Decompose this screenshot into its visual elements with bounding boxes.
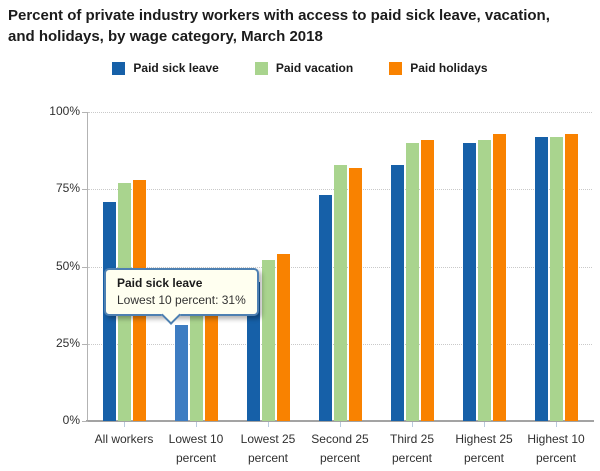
tooltip-series-name: Paid sick leave bbox=[117, 276, 203, 290]
legend-label: Paid sick leave bbox=[133, 61, 219, 75]
legend-label: Paid holidays bbox=[410, 61, 488, 75]
bar[interactable] bbox=[492, 133, 506, 421]
gridline-100 bbox=[88, 112, 592, 113]
x-axis-category-label: Highest 10 percent bbox=[527, 432, 585, 465]
y-axis-tick bbox=[82, 266, 88, 268]
bar[interactable] bbox=[549, 136, 563, 421]
y-axis-label: 50% bbox=[55, 258, 80, 273]
legend-item-paid-holidays[interactable]: Paid holidays bbox=[389, 61, 488, 75]
bar[interactable] bbox=[189, 297, 203, 421]
y-axis-tick bbox=[82, 343, 88, 345]
bar[interactable] bbox=[420, 139, 434, 421]
x-axis-tick bbox=[556, 422, 557, 427]
legend-item-paid-sick-leave[interactable]: Paid sick leave bbox=[112, 61, 219, 75]
plot-area: 100% 75% 50% 25% 0% All workers Lowest 10 perc… bbox=[0, 100, 600, 471]
bar[interactable] bbox=[477, 139, 491, 421]
x-axis-tick bbox=[340, 422, 341, 427]
bar[interactable] bbox=[534, 136, 548, 421]
tooltip-pointer-icon bbox=[161, 305, 181, 325]
bar[interactable] bbox=[276, 254, 290, 421]
legend-swatch-orange-icon bbox=[389, 61, 403, 75]
y-axis-label: 0% bbox=[62, 413, 80, 427]
bar[interactable] bbox=[261, 260, 275, 421]
bar[interactable] bbox=[405, 142, 419, 421]
bar[interactable] bbox=[246, 281, 260, 421]
bar[interactable] bbox=[333, 164, 347, 421]
x-axis-category-label: Third 25 percent bbox=[389, 432, 435, 465]
bar[interactable] bbox=[390, 164, 404, 421]
x-axis-tick bbox=[196, 422, 197, 427]
legend-swatch-blue-icon bbox=[112, 61, 126, 75]
legend-swatch-green-icon bbox=[254, 61, 268, 75]
bar[interactable] bbox=[348, 167, 362, 421]
y-axis-tick bbox=[82, 112, 88, 113]
bar[interactable] bbox=[318, 195, 332, 421]
x-axis-tick bbox=[268, 422, 269, 427]
bar[interactable] bbox=[462, 142, 476, 421]
bar[interactable] bbox=[564, 133, 578, 421]
tooltip: Paid sick leave Lowest 10 percent: 31% bbox=[104, 268, 259, 325]
bar-highlighted[interactable] bbox=[174, 325, 188, 421]
legend: Paid sick leave Paid vacation Paid holid… bbox=[0, 61, 600, 75]
tooltip-value: Lowest 10 percent: 31% bbox=[117, 293, 246, 307]
legend-item-paid-vacation[interactable]: Paid vacation bbox=[254, 61, 354, 75]
y-axis-tick bbox=[82, 189, 88, 191]
y-axis-label: 25% bbox=[55, 335, 80, 350]
y-axis-label: 100% bbox=[49, 104, 80, 118]
chart-title: Percent of private industry workers with… bbox=[8, 7, 550, 45]
legend-label: Paid vacation bbox=[275, 61, 354, 75]
x-axis-tick bbox=[124, 422, 125, 427]
x-axis-tick bbox=[412, 422, 413, 427]
y-axis-tick bbox=[82, 421, 88, 422]
x-axis-category-label: Second 25 percent bbox=[311, 432, 369, 465]
x-axis-category-label: Lowest 25 percent bbox=[240, 432, 296, 465]
x-axis-category-label: Highest 25 percent bbox=[455, 432, 513, 465]
x-axis-tick bbox=[484, 422, 485, 427]
y-axis-label: 75% bbox=[55, 181, 80, 196]
x-axis-category-label: All workers bbox=[94, 432, 154, 446]
x-axis-line bbox=[86, 420, 594, 422]
x-axis-category-label: Lowest 10 percent bbox=[168, 432, 224, 465]
bar[interactable] bbox=[204, 281, 218, 421]
